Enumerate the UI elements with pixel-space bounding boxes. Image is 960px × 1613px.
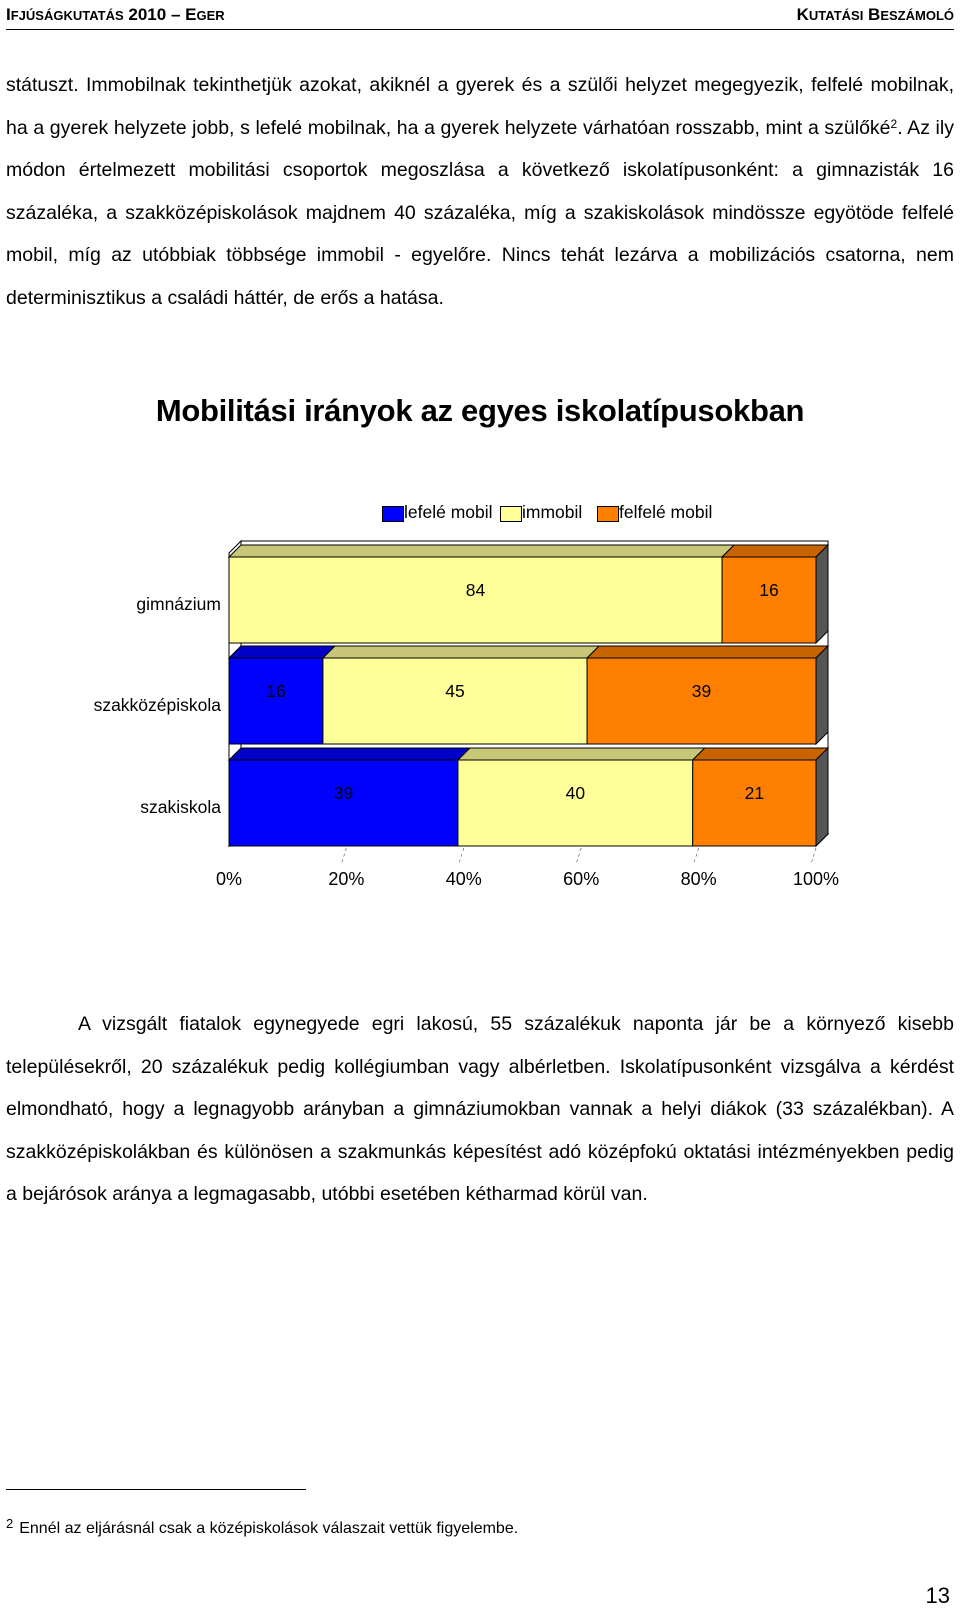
bar-top-face (720, 544, 830, 558)
bar-top-face (227, 544, 736, 558)
body-paragraph-1: státuszt. Immobilnak tekinthetjük azokat… (6, 74, 954, 309)
category-label: gimnázium (136, 594, 221, 614)
legend-label: felfelé mobil (619, 502, 713, 522)
footnote-reference[interactable]: 2 (890, 116, 898, 131)
chart-title: Mobilitási irányok az egyes iskolatípuso… (155, 393, 805, 428)
bar-value-label: 16 (266, 681, 285, 701)
footnote-divider (6, 1489, 306, 1490)
stacked-bar-chart: 84 16 gimnázium 16 45 39 szakközépiskola 39 40 21… (94, 539, 839, 889)
bar-value-label: 21 (745, 783, 764, 803)
bar-value-label: 39 (334, 783, 353, 803)
bar-value-label: 84 (466, 580, 486, 600)
bar-value-label: 45 (445, 681, 464, 701)
bar-top-face (227, 747, 472, 761)
page-header: IFJÚSÁGKUTATÁS 2010 – EGER KUTATÁSI BESZ… (6, 0, 954, 30)
x-tick-label: 80% (681, 869, 717, 889)
bar-segment (457, 759, 694, 847)
category-label: szakiskola (140, 797, 221, 817)
bar-top-face (321, 645, 601, 659)
footnote-text: Ennél az eljárásnál csak a középiskoláso… (19, 1520, 519, 1537)
bar-top-face (585, 645, 830, 659)
bar-value-label: 40 (566, 783, 586, 803)
bar-end-face (815, 746, 829, 848)
x-tick-label: 100% (793, 869, 839, 889)
bar-end-face (815, 543, 829, 645)
bar-value-label: 39 (692, 681, 711, 701)
legend-label: lefelé mobil (404, 502, 493, 522)
category-label: szakközépiskola (94, 695, 222, 715)
legend-label: immobil (522, 502, 583, 522)
bar-top-face (227, 645, 337, 659)
bar-top-face (456, 747, 706, 761)
body-paragraph-2: A vizsgált fiatalok egynegyede egri lako… (6, 1013, 954, 1206)
x-tick-dash (810, 847, 817, 865)
bar-segment (228, 556, 723, 644)
bar-segment (721, 556, 817, 644)
bar-end-face (815, 644, 829, 746)
x-tick-dash (575, 847, 582, 865)
x-tick-label: 20% (328, 869, 364, 889)
footnote: 2 Ennél az eljárásnál csak a középiskolás… (6, 1516, 518, 1538)
header-right-title: KUTATÁSI BESZÁMOLÓ (796, 5, 954, 24)
bar-segment (322, 657, 588, 745)
legend-swatch-lefele (382, 506, 404, 522)
x-tick-dash (693, 847, 699, 865)
legend-swatch-immobil (500, 506, 522, 522)
x-tick-label: 40% (446, 869, 482, 889)
x-tick-label: 60% (563, 869, 599, 889)
bar-segment (586, 657, 817, 745)
bar-value-label: 16 (759, 580, 778, 600)
x-tick-dash (341, 847, 347, 865)
bar-segment (228, 657, 324, 745)
legend-swatch-felfele (597, 506, 619, 522)
x-tick-dash (458, 847, 465, 865)
header-left-title: IFJÚSÁGKUTATÁS 2010 – EGER (6, 5, 225, 24)
page-number: 13 (925, 1583, 950, 1608)
x-tick-label: 0% (216, 869, 242, 889)
bar-segment (692, 759, 817, 847)
bar-top-face (691, 747, 830, 761)
footnote-number: 2 (6, 1516, 14, 1531)
bar-segment (228, 759, 459, 847)
